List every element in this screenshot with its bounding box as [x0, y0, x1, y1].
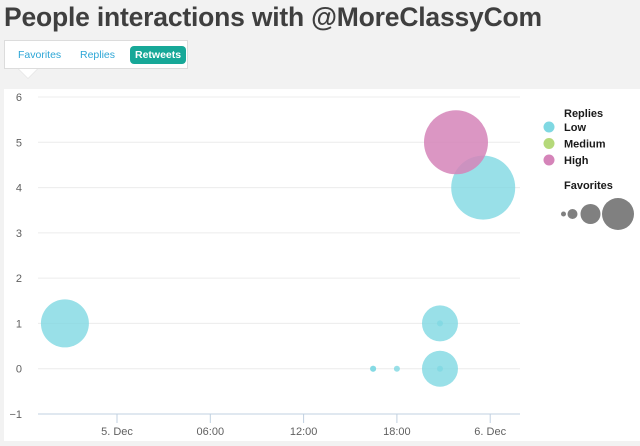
y-axis: 6 5 4 3 2 1 0 −1 — [9, 92, 22, 421]
legend-size-bubble — [580, 204, 601, 224]
tab-pointer — [19, 69, 37, 78]
data-points — [40, 110, 516, 387]
x-tick-label: 5. Dec — [101, 426, 133, 438]
legend-swatch-medium — [543, 138, 555, 149]
y-tick-label: 5 — [16, 137, 22, 149]
bubble-low — [436, 365, 443, 372]
legend-title-replies: Replies — [564, 108, 603, 120]
legend-swatch-high — [543, 154, 555, 166]
tab-favorites[interactable]: Favorites — [18, 49, 62, 61]
legend-label-high: High — [564, 155, 589, 167]
legend-size-bubble — [602, 198, 634, 230]
x-tick-label: 12:00 — [290, 426, 318, 438]
bubble-low — [370, 365, 377, 372]
metric-tabs: Favorites Replies Retweets — [4, 40, 188, 79]
y-tick-label: 0 — [16, 364, 22, 376]
bubble-low — [393, 365, 400, 372]
chart-panel: 6 5 4 3 2 1 0 −1 5. Dec 06:00 12:00 18:00 6. Dec Re… — [4, 89, 640, 441]
bubble-low — [436, 320, 443, 327]
y-tick-label: −1 — [9, 409, 22, 421]
bubble-low — [40, 299, 89, 348]
x-tick-label: 06:00 — [197, 426, 225, 438]
x-tick-label: 18:00 — [383, 426, 411, 438]
legend-swatch-low — [543, 121, 555, 133]
legend-label-medium: Medium — [564, 139, 606, 151]
tab-retweets[interactable]: Retweets — [130, 46, 187, 64]
legend-size-bubble — [561, 211, 566, 217]
x-tick-label: 6. Dec — [474, 426, 506, 438]
y-tick-label: 1 — [16, 318, 22, 330]
page-title: People interactions with @MoreClassyCom — [4, 2, 542, 32]
legend-label-low: Low — [564, 122, 586, 134]
bubble-high — [423, 110, 488, 175]
x-axis: 5. Dec 06:00 12:00 18:00 6. Dec — [101, 414, 507, 438]
y-tick-label: 6 — [16, 92, 22, 104]
tab-replies[interactable]: Replies — [80, 49, 116, 61]
legend: Replies Low Medium High Favorites — [543, 108, 634, 230]
legend-title-favorites: Favorites — [564, 180, 613, 192]
legend-size-bubble — [567, 209, 578, 219]
y-tick-label: 3 — [16, 228, 22, 240]
y-tick-label: 2 — [16, 273, 22, 285]
bubble-chart: 6 5 4 3 2 1 0 −1 5. Dec 06:00 12:00 18:00 6. Dec Re… — [9, 92, 634, 438]
y-tick-label: 4 — [16, 183, 22, 195]
